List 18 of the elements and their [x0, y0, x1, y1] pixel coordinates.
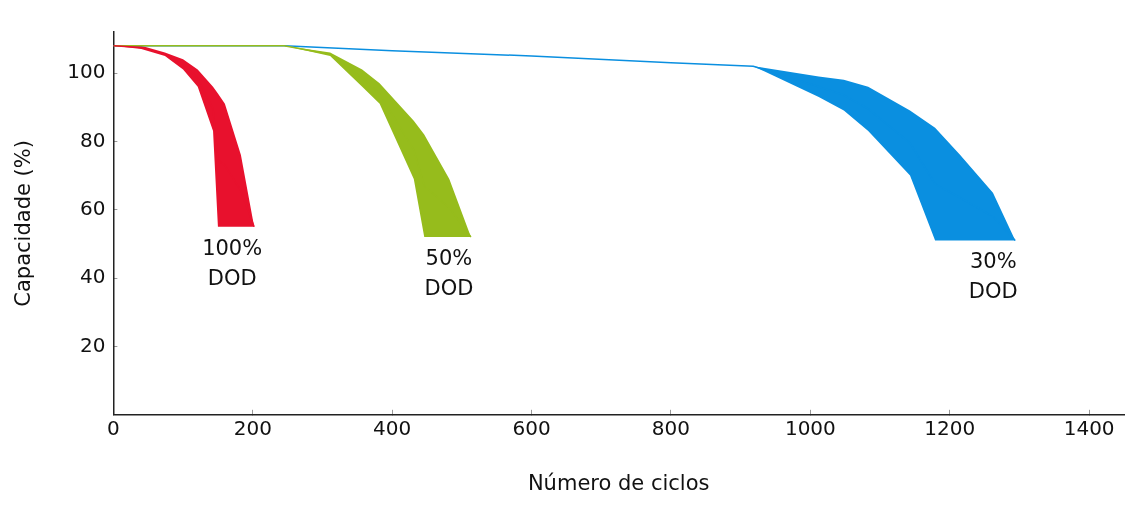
- x-tick-label: 1400: [1063, 416, 1115, 440]
- x-tick-label: 800: [651, 416, 691, 440]
- x-tick-label: 400: [373, 416, 412, 440]
- x-tick-label: 1000: [784, 416, 836, 440]
- y-tick-label: 60: [79, 195, 106, 220]
- y-tick-label: 20: [79, 332, 106, 357]
- series-label: 50% DOD: [424, 246, 474, 301]
- y-tick-label: 40: [79, 264, 106, 289]
- series-label: 100% DOD: [202, 235, 263, 290]
- y-tick-label: 100: [67, 59, 106, 84]
- y-tick-label: 80: [79, 127, 106, 152]
- x-tick-label: 1200: [924, 416, 976, 440]
- y-axis-title: Capacidade (%): [11, 140, 36, 307]
- x-tick-label: 600: [512, 416, 551, 440]
- series-label: 30% DOD: [968, 249, 1018, 304]
- x-axis-title: Número de ciclos: [527, 470, 710, 495]
- x-tick-label: 0: [107, 416, 120, 440]
- x-tick-label: 200: [233, 416, 272, 440]
